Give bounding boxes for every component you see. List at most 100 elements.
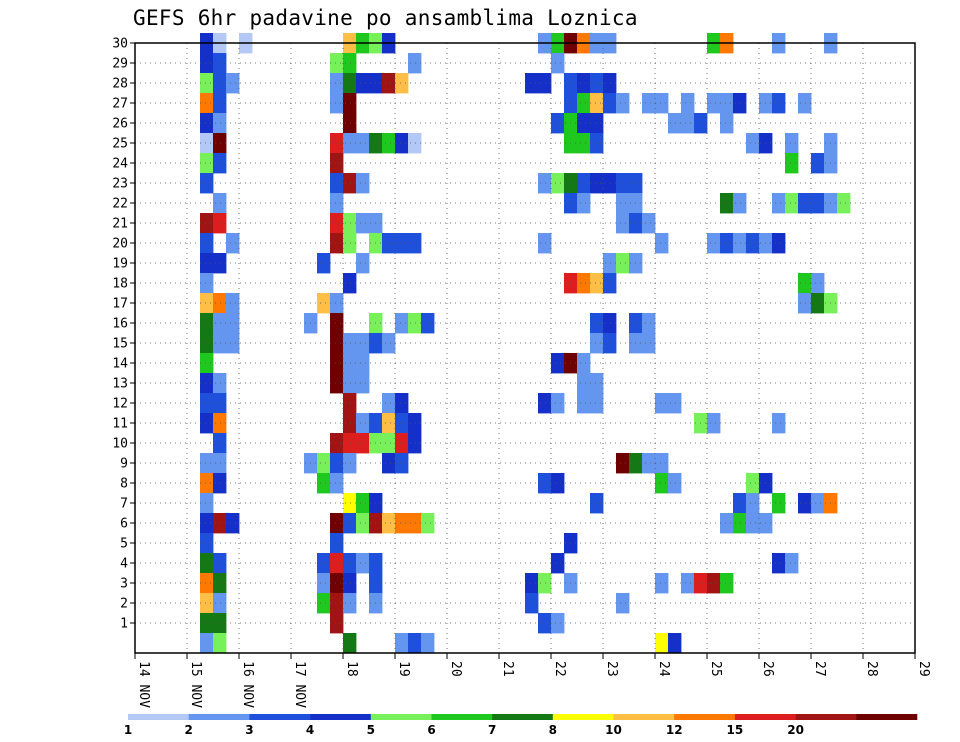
precip-cell bbox=[538, 473, 552, 494]
precip-cell bbox=[343, 53, 357, 74]
colorbar-label: 15 bbox=[727, 723, 744, 737]
precip-cell bbox=[330, 473, 344, 494]
precip-cell bbox=[720, 573, 734, 594]
precip-cell bbox=[707, 413, 721, 434]
precip-cell bbox=[811, 153, 825, 174]
precip-cell bbox=[538, 573, 552, 594]
precip-cell bbox=[330, 293, 344, 314]
precip-cell bbox=[343, 553, 357, 574]
precip-cell bbox=[798, 93, 812, 114]
precip-cell bbox=[213, 193, 227, 214]
colorbar-label: 6 bbox=[427, 723, 435, 737]
precip-cell bbox=[642, 453, 656, 474]
precip-cell bbox=[200, 153, 214, 174]
x-tick-label: 27 bbox=[812, 661, 827, 677]
precip-cell bbox=[395, 513, 409, 534]
y-tick-label: 25 bbox=[112, 137, 128, 152]
precip-cell bbox=[382, 433, 396, 454]
precip-cell bbox=[538, 393, 552, 414]
y-tick-label: 26 bbox=[112, 117, 128, 132]
precip-cell bbox=[213, 393, 227, 414]
precip-cell bbox=[213, 333, 227, 354]
precip-cell bbox=[551, 353, 565, 374]
precip-cell bbox=[772, 413, 786, 434]
precip-cell bbox=[837, 193, 851, 214]
precip-cell bbox=[668, 473, 682, 494]
precip-cell bbox=[330, 513, 344, 534]
precip-cell bbox=[590, 273, 604, 294]
precip-cell bbox=[408, 53, 422, 74]
precip-cell bbox=[330, 313, 344, 334]
y-tick-label: 30 bbox=[112, 37, 128, 52]
precip-cell bbox=[785, 553, 799, 574]
precip-cell bbox=[213, 633, 227, 654]
precip-cell bbox=[655, 473, 669, 494]
precip-cell bbox=[525, 573, 539, 594]
precip-cell bbox=[720, 93, 734, 114]
precip-cell bbox=[577, 393, 591, 414]
precip-cell bbox=[382, 393, 396, 414]
colorbar-segment bbox=[370, 714, 432, 720]
precip-cell bbox=[213, 73, 227, 94]
precip-cell bbox=[343, 273, 357, 294]
precip-cell bbox=[590, 373, 604, 394]
precip-cell bbox=[213, 153, 227, 174]
colorbar-label: 8 bbox=[549, 723, 557, 737]
precip-cell bbox=[343, 93, 357, 114]
precip-cell bbox=[590, 133, 604, 154]
precip-cell bbox=[395, 133, 409, 154]
precip-cell bbox=[395, 453, 409, 474]
precip-cell bbox=[343, 633, 357, 654]
precip-cell bbox=[382, 513, 396, 534]
precip-cell bbox=[772, 193, 786, 214]
precip-cell bbox=[603, 93, 617, 114]
precip-cell bbox=[213, 433, 227, 454]
precip-cell bbox=[720, 233, 734, 254]
precip-cell bbox=[746, 493, 760, 514]
y-tick-label: 5 bbox=[120, 537, 128, 552]
precip-cell bbox=[343, 373, 357, 394]
precip-cell bbox=[642, 93, 656, 114]
x-tick-label: 21 bbox=[500, 661, 515, 677]
precip-cell bbox=[811, 273, 825, 294]
precip-cell bbox=[707, 93, 721, 114]
y-tick-label: 28 bbox=[112, 77, 128, 92]
precip-cell bbox=[603, 73, 617, 94]
precip-cell bbox=[330, 53, 344, 74]
y-tick-label: 6 bbox=[120, 517, 128, 532]
precip-cell bbox=[798, 273, 812, 294]
precip-cell bbox=[395, 393, 409, 414]
precip-cell bbox=[395, 433, 409, 454]
colorbar-label: 2 bbox=[185, 723, 193, 737]
precip-cell bbox=[343, 113, 357, 134]
precip-cell bbox=[746, 133, 760, 154]
precip-cell bbox=[590, 333, 604, 354]
colorbar-segment bbox=[795, 714, 857, 720]
y-tick-label: 20 bbox=[112, 237, 128, 252]
precip-cell bbox=[551, 113, 565, 134]
precip-cell bbox=[616, 453, 630, 474]
y-tick-label: 9 bbox=[120, 457, 128, 472]
precip-cell bbox=[577, 73, 591, 94]
precip-cell bbox=[330, 433, 344, 454]
precip-cell bbox=[785, 133, 799, 154]
precip-cell bbox=[200, 593, 214, 614]
precip-cell bbox=[772, 493, 786, 514]
precip-cell bbox=[200, 553, 214, 574]
colorbar-label: 7 bbox=[488, 723, 496, 737]
precip-cell bbox=[382, 453, 396, 474]
y-tick-label: 18 bbox=[112, 277, 128, 292]
precip-cell bbox=[785, 193, 799, 214]
precip-cell bbox=[577, 173, 591, 194]
precip-cell bbox=[668, 113, 682, 134]
precip-cell bbox=[213, 513, 227, 534]
precip-cell bbox=[226, 73, 240, 94]
precip-cell bbox=[200, 453, 214, 474]
precip-cell bbox=[200, 213, 214, 234]
precip-cell bbox=[408, 413, 422, 434]
precip-cell bbox=[681, 93, 695, 114]
precip-cell bbox=[408, 513, 422, 534]
precip-cell bbox=[382, 413, 396, 434]
precip-cell bbox=[707, 233, 721, 254]
precip-cell bbox=[798, 493, 812, 514]
